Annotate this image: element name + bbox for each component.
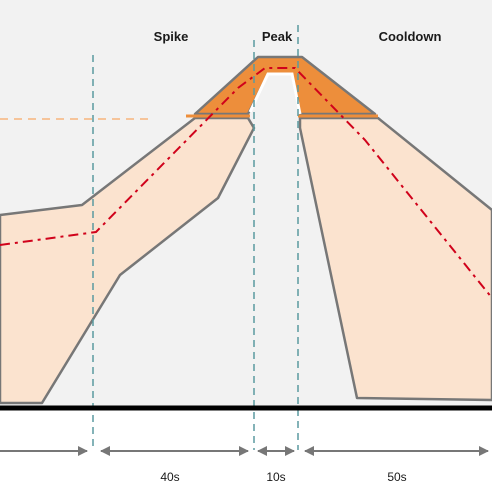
phase-label-peak: Peak [262, 29, 293, 44]
duration-label-peak: 10s [266, 470, 285, 484]
phase-label-cooldown: Cooldown [379, 29, 442, 44]
peak-gap-outline [248, 72, 302, 115]
trend-line [0, 67, 492, 299]
duration-label-cooldown: 50s [387, 470, 406, 484]
phase-label-spike: Spike [154, 29, 189, 44]
band-left [0, 116, 256, 405]
duration-label-spike: 40s [160, 470, 179, 484]
band-right [298, 116, 492, 402]
